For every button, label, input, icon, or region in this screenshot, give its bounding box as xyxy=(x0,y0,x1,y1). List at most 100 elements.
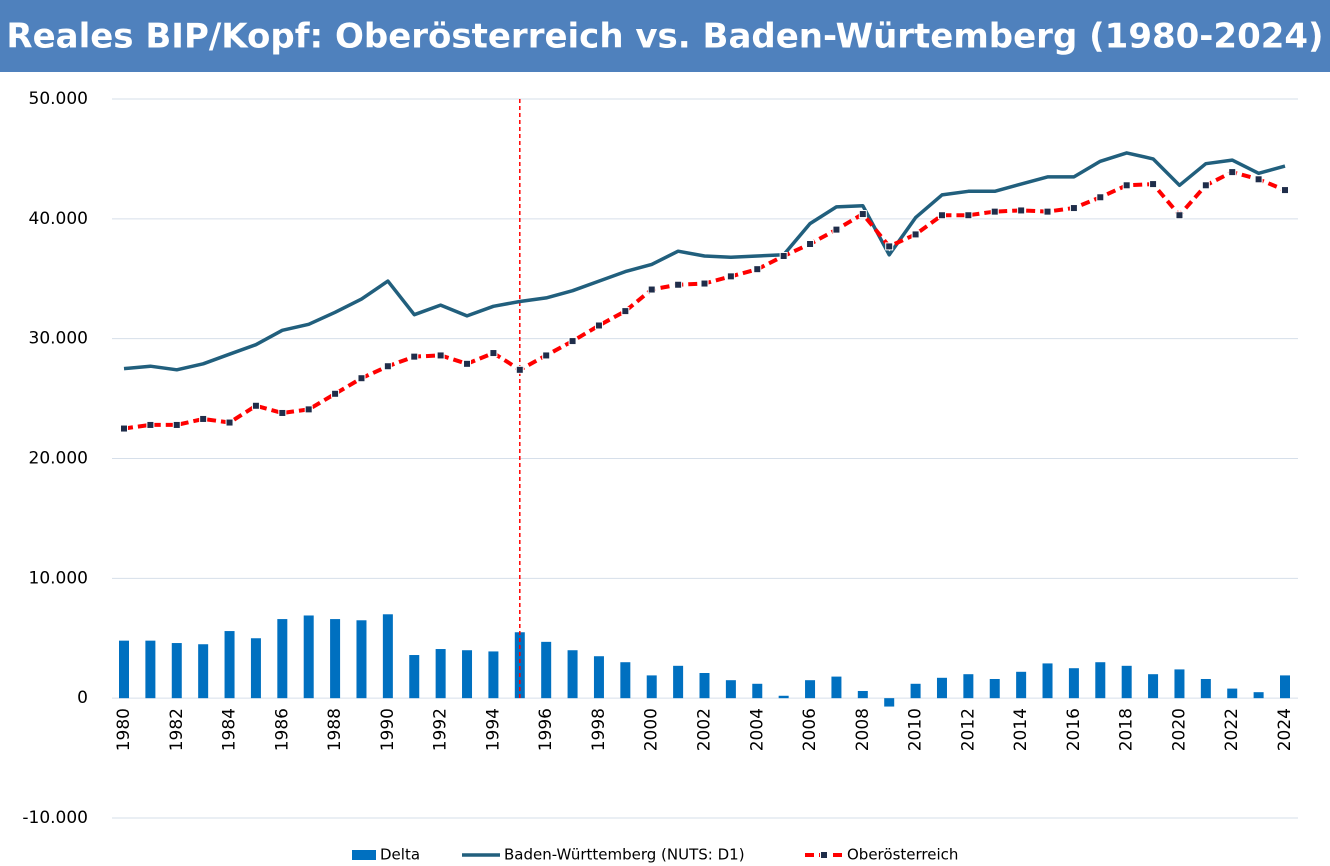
bar xyxy=(593,656,604,699)
marker xyxy=(594,321,603,330)
marker xyxy=(1201,181,1210,190)
bar xyxy=(277,619,288,699)
y-tick-label: 0 xyxy=(77,688,88,708)
legend-label: Oberösterreich xyxy=(847,846,958,864)
bar xyxy=(910,683,921,699)
marker xyxy=(1122,181,1131,190)
marker xyxy=(964,211,973,220)
bar xyxy=(171,643,182,699)
x-tick-label: 2006 xyxy=(800,708,820,751)
marker xyxy=(383,362,392,371)
bar xyxy=(936,677,947,699)
marker xyxy=(225,418,234,427)
marker xyxy=(357,374,366,383)
bar xyxy=(145,640,156,699)
bar xyxy=(646,675,657,699)
x-tick-label: 2008 xyxy=(853,708,873,751)
y-tick-label: -10.000 xyxy=(22,808,88,828)
bar xyxy=(1042,663,1053,699)
bar xyxy=(620,662,631,699)
bar xyxy=(1280,675,1290,699)
marker xyxy=(753,265,762,274)
legend-swatch xyxy=(352,850,376,860)
x-tick-label: 1982 xyxy=(167,708,187,751)
bar xyxy=(1068,668,1079,699)
x-tick-label: 2024 xyxy=(1275,708,1295,751)
marker xyxy=(146,420,155,429)
x-tick-label: 2004 xyxy=(747,708,767,751)
marker xyxy=(1069,204,1078,213)
marker xyxy=(278,408,287,417)
marker xyxy=(568,337,577,346)
marker xyxy=(621,307,630,316)
x-tick-label: 1992 xyxy=(431,708,451,751)
marker xyxy=(410,352,419,361)
marker xyxy=(1149,180,1158,189)
bar xyxy=(435,649,446,699)
legend-label: Baden-Württemberg (NUTS: D1) xyxy=(504,846,745,864)
bar xyxy=(805,680,816,699)
bar xyxy=(356,620,367,699)
chart-title: Reales BIP/Kopf: Oberösterreich vs. Bade… xyxy=(6,17,1323,57)
marker xyxy=(674,280,683,289)
y-tick-label: 30.000 xyxy=(29,329,88,349)
bar xyxy=(119,640,129,699)
x-tick-label: 2010 xyxy=(906,708,926,751)
legend-label: Delta xyxy=(380,846,420,864)
marker xyxy=(911,230,920,239)
marker xyxy=(937,211,946,220)
marker xyxy=(172,420,181,429)
bar xyxy=(330,619,341,699)
marker xyxy=(1175,211,1184,220)
x-tick-label: 2020 xyxy=(1169,708,1189,751)
bar xyxy=(699,673,710,699)
marker xyxy=(832,225,841,234)
bar xyxy=(752,683,763,699)
x-tick-label: 1996 xyxy=(536,708,556,751)
bar xyxy=(1174,669,1185,699)
marker xyxy=(726,272,735,281)
marker xyxy=(199,414,208,423)
y-tick-label: 20.000 xyxy=(29,449,88,469)
bar xyxy=(250,638,261,699)
bar xyxy=(1016,671,1027,699)
bar xyxy=(409,655,420,699)
x-tick-label: 1990 xyxy=(378,708,398,751)
marker xyxy=(436,351,445,360)
line xyxy=(123,170,1286,431)
line xyxy=(123,151,1286,372)
title-banner xyxy=(0,0,1330,72)
marker xyxy=(542,351,551,360)
x-tick-label: 1980 xyxy=(114,708,134,751)
legend-marker xyxy=(820,851,828,859)
x-tick-label: 1984 xyxy=(220,708,240,751)
x-tick-label: 2014 xyxy=(1011,708,1031,751)
bar xyxy=(303,615,314,699)
marker xyxy=(1017,206,1026,215)
bar xyxy=(514,632,525,699)
marker xyxy=(1281,186,1289,195)
bar xyxy=(725,680,736,699)
x-tick-label: 2012 xyxy=(958,708,978,751)
x-tick-label: 1986 xyxy=(272,708,292,751)
x-tick-label: 1998 xyxy=(589,708,609,751)
x-tick-label: 2016 xyxy=(1064,708,1084,751)
bar xyxy=(1227,688,1238,699)
x-tick-label: 2002 xyxy=(695,708,715,751)
bar xyxy=(382,614,393,699)
y-tick-label: 40.000 xyxy=(29,209,88,229)
marker xyxy=(858,210,867,219)
x-tick-label: 1988 xyxy=(325,708,345,751)
bar xyxy=(989,678,1000,699)
bar xyxy=(1253,692,1264,699)
marker xyxy=(1043,207,1052,216)
y-tick-label: 10.000 xyxy=(29,568,88,588)
marker xyxy=(885,242,894,251)
marker xyxy=(304,405,313,414)
bar xyxy=(831,676,842,699)
bar xyxy=(541,641,552,699)
x-tick-label: 2018 xyxy=(1117,708,1137,751)
marker xyxy=(120,424,128,433)
marker xyxy=(1096,193,1105,202)
